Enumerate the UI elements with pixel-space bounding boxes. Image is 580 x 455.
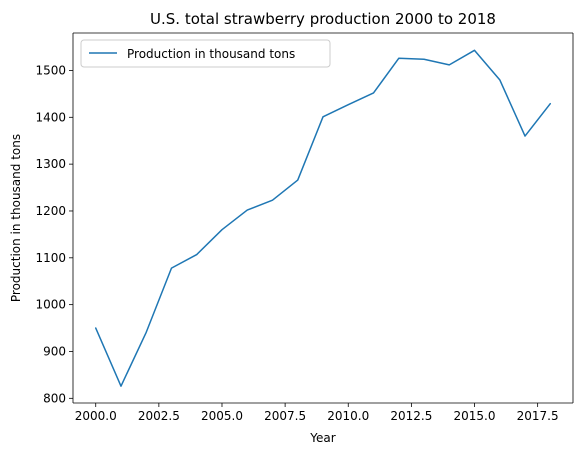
x-tick-label: 2017.5 — [517, 409, 559, 423]
data-point — [474, 50, 476, 52]
legend: Production in thousand tons — [80, 39, 331, 68]
x-tick-label: 2005.0 — [201, 409, 243, 423]
y-tick-label: 1400 — [35, 110, 66, 124]
x-tick-label: 2007.5 — [264, 409, 306, 423]
x-tick-label: 2015.0 — [454, 409, 496, 423]
data-point — [499, 79, 501, 81]
y-axis-label: Production in thousand tons — [9, 134, 23, 302]
x-tick-label: 2002.5 — [138, 409, 180, 423]
data-point — [322, 116, 324, 118]
x-tick-label: 2000.0 — [75, 409, 117, 423]
y-tick-label: 1500 — [35, 63, 66, 77]
y-tick-label: 800 — [43, 391, 66, 405]
data-point — [297, 179, 299, 181]
data-point — [246, 209, 248, 211]
y-tick-label: 1100 — [35, 251, 66, 265]
data-point — [272, 199, 274, 201]
data-point — [95, 327, 97, 329]
data-point — [524, 135, 526, 137]
data-point — [373, 92, 375, 94]
data-point — [145, 331, 147, 333]
y-tick-label: 1300 — [35, 157, 66, 171]
data-point — [448, 64, 450, 66]
data-point — [120, 385, 122, 387]
chart-title: U.S. total strawberry production 2000 to… — [150, 10, 496, 28]
y-tick-label: 1200 — [35, 204, 66, 218]
y-tick-label: 900 — [43, 344, 66, 358]
series-line-production — [94, 49, 552, 387]
x-tick-label: 2012.5 — [390, 409, 432, 423]
x-axis-label: Year — [309, 431, 335, 445]
data-point — [171, 267, 173, 269]
data-point — [221, 229, 223, 231]
y-tick-label: 1000 — [35, 298, 66, 312]
data-point — [398, 57, 400, 59]
x-tick-label: 2010.0 — [327, 409, 369, 423]
legend-box — [80, 39, 331, 68]
data-point — [196, 254, 198, 256]
data-point — [549, 103, 551, 105]
data-point — [423, 58, 425, 60]
data-point — [347, 104, 349, 106]
legend-label: Production in thousand tons — [127, 47, 295, 61]
plot-area — [73, 33, 573, 403]
